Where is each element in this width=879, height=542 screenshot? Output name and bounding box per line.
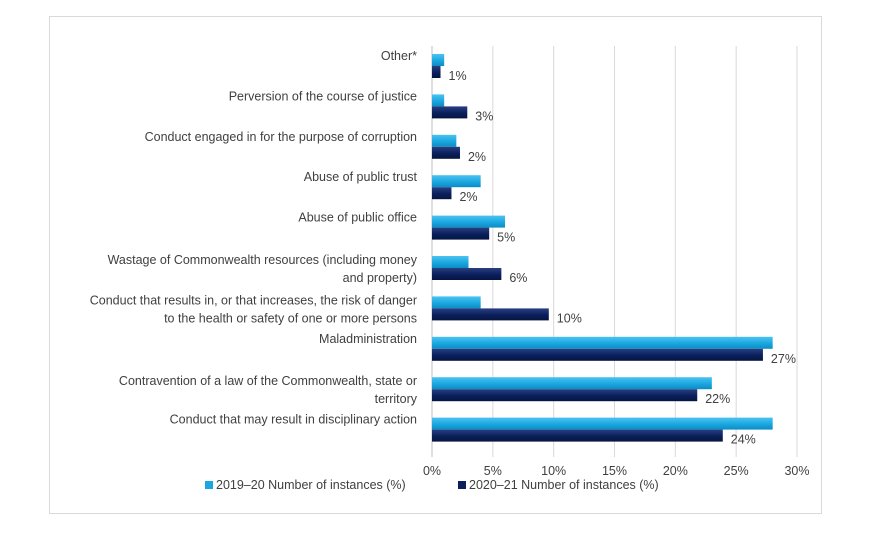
legend: 2019–20 Number of instances (%) 2020–21 N… — [205, 478, 659, 492]
bar-2019-20 — [432, 336, 773, 349]
legend-label: 2019–20 Number of instances (%) — [216, 478, 406, 492]
x-tick-label: 0% — [423, 464, 441, 478]
category-label: Maladministration — [319, 332, 417, 346]
data-label: 2% — [468, 150, 486, 164]
bar-2020-21 — [432, 308, 549, 321]
bar-2019-20 — [432, 54, 445, 66]
category-label: Other* — [381, 49, 417, 63]
x-tick-label: 10% — [541, 464, 566, 478]
data-label: 3% — [475, 109, 493, 123]
data-label: 27% — [771, 352, 796, 366]
category-label-line: Wastage of Commonwealth resources (inclu… — [108, 253, 418, 267]
bar-2019-20 — [432, 215, 505, 228]
data-label: 5% — [497, 231, 515, 245]
category-label-line: territory — [375, 392, 418, 406]
bar-2019-20 — [432, 134, 457, 147]
bar-2019-20 — [432, 175, 481, 188]
bars — [432, 54, 773, 442]
data-label: 24% — [731, 433, 756, 447]
x-tick-label: 15% — [602, 464, 627, 478]
bar-2020-21 — [432, 348, 763, 361]
data-label: 10% — [557, 311, 582, 325]
category-label: Perversion of the course of justice — [229, 89, 417, 103]
category-label-line: Contravention of a law of the Commonweal… — [119, 374, 417, 388]
bar-2020-21 — [432, 227, 490, 240]
bar-2020-21 — [432, 429, 723, 442]
x-tick-label: 25% — [724, 464, 749, 478]
bar-2020-21 — [432, 146, 460, 159]
category-label-line: Conduct that results in, or that increas… — [90, 293, 417, 307]
x-tick-label: 30% — [784, 464, 809, 478]
legend-swatch — [205, 481, 213, 489]
bar-2020-21 — [432, 268, 502, 280]
bar-2019-20 — [432, 417, 773, 430]
category-label-line: and property) — [343, 271, 417, 285]
data-label: 22% — [705, 392, 730, 406]
category-label: Conduct that may result in disciplinary … — [170, 413, 417, 427]
legend-swatch — [458, 481, 466, 489]
data-label: 6% — [509, 271, 527, 285]
bar-2020-21 — [432, 187, 452, 200]
bar-2019-20 — [432, 296, 481, 309]
labels: 0% 5% 10% 15% 20% 25% 30% Other* 1% Perversion of… — [90, 49, 810, 478]
bar-2020-21 — [432, 106, 468, 119]
bar-2019-20 — [432, 94, 445, 107]
x-tick-label: 5% — [484, 464, 502, 478]
category-label-line: to the health or safety of one or more p… — [164, 311, 417, 325]
bar-2020-21 — [432, 389, 698, 402]
bar-2019-20 — [432, 377, 712, 390]
data-label: 2% — [459, 190, 477, 204]
category-label: Abuse of public trust — [304, 170, 418, 184]
x-tick-label: 20% — [663, 464, 688, 478]
data-label: 1% — [449, 69, 467, 83]
bar-2020-21 — [432, 66, 441, 78]
legend-label: 2020–21 Number of instances (%) — [469, 478, 659, 492]
category-label: Abuse of public office — [298, 211, 417, 225]
bar-2019-20 — [432, 256, 469, 268]
category-label: Conduct engaged in for the purpose of co… — [145, 130, 417, 144]
